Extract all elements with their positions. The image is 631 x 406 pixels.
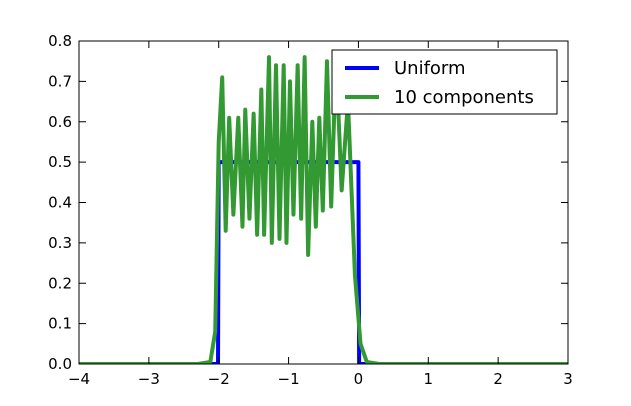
x-tick-label: −1 (278, 370, 300, 388)
x-tick-label: −4 (68, 370, 90, 388)
x-tick-label: 0 (354, 370, 364, 388)
axis-ticks: −4 −3 −2 −1 0 1 2 3 0.0 0.1 0.2 0.3 0.4 0.5 0.6 0.7 0.8 (48, 32, 573, 388)
y-tick-label: 0.3 (48, 234, 72, 252)
y-tick-label: 0.0 (48, 355, 72, 373)
y-tick-label: 0.2 (48, 274, 72, 292)
y-tick-label: 0.5 (48, 153, 72, 171)
x-tick-label: 2 (493, 370, 503, 388)
x-tick-label: −3 (138, 370, 160, 388)
y-tick-label: 0.6 (48, 113, 72, 131)
x-tick-label: 1 (424, 370, 434, 388)
legend-label: 10 components (394, 87, 534, 108)
x-tick-label: −2 (208, 370, 230, 388)
y-tick-label: 0.1 (48, 315, 72, 333)
y-tick-label: 0.7 (48, 72, 72, 90)
y-tick-label: 0.8 (48, 32, 72, 50)
legend-label: Uniform (394, 58, 466, 79)
y-tick-label: 0.4 (48, 194, 72, 212)
x-tick-label: 3 (563, 370, 573, 388)
legend: Uniform 10 components (331, 49, 558, 115)
legend-box (331, 49, 558, 115)
